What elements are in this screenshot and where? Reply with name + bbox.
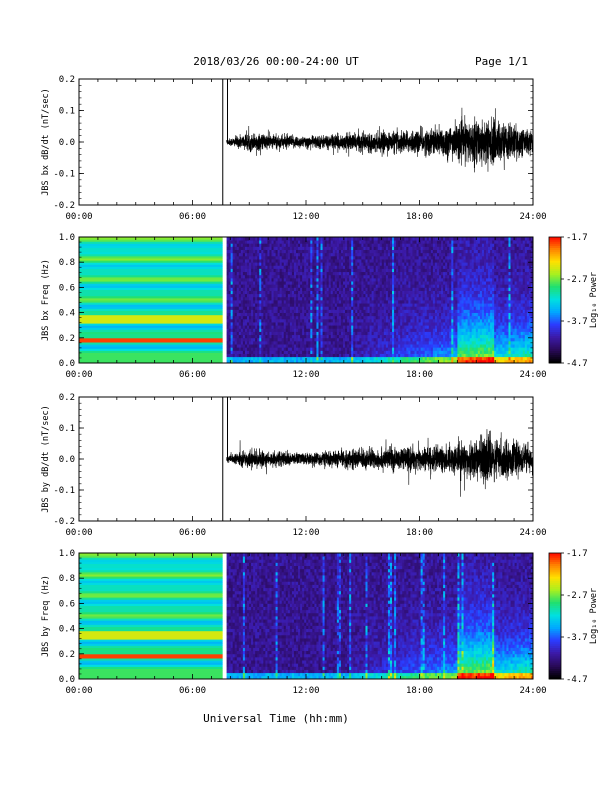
x-tick-label: 18:00 (406, 212, 433, 222)
panel-bx-dbdt: -0.2 -0.1 0.0 0.1 0.2 JBS bx dB/dt (nT/sec) 00… (41, 75, 547, 222)
x-tick-label: 12:00 (292, 212, 319, 222)
y-tick-label: 0.1 (59, 107, 75, 117)
figure-title: 2018/03/26 00:00-24:00 UT (193, 55, 359, 68)
x-tick-label: 24:00 (519, 212, 546, 222)
y-tick-label: 0.0 (59, 138, 75, 148)
y-tick-label: -0.1 (53, 170, 75, 180)
x-axis-label: Universal Time (hh:mm) (203, 712, 349, 725)
y-axis-label: JBS bx dB/dt (nT/sec) (41, 88, 51, 195)
dbdt-trace (227, 108, 533, 173)
y-tick-label: -0.2 (53, 201, 75, 211)
page-indicator: Page 1/1 (475, 55, 528, 68)
x-tick-label: 06:00 (179, 212, 206, 222)
x-tick-label: 00:00 (65, 212, 92, 222)
y-tick-label: 0.2 (59, 75, 75, 85)
